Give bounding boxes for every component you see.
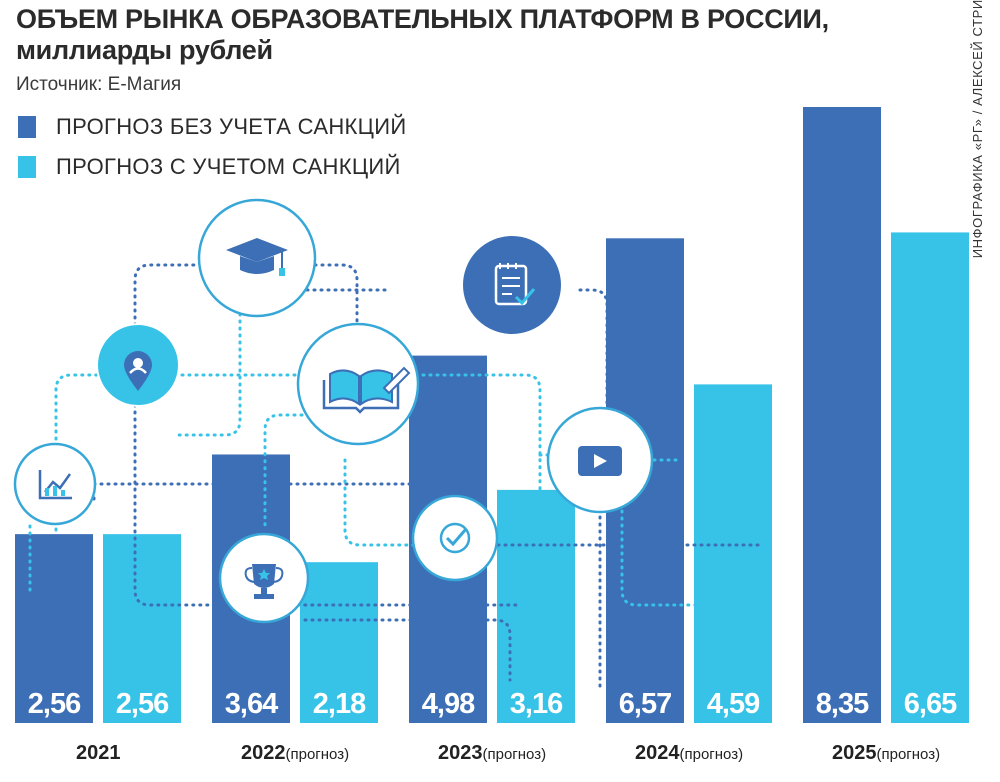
dotted-connector-10 (578, 288, 609, 422)
legend-item-without-sanctions: ПРОГНОЗ БЕЗ УЧЕТА САНКЦИЙ (18, 114, 407, 139)
x-tick-label-2022: 2022(прогноз) (241, 742, 349, 765)
value-labels-layer: 2,56 2,56 3,64 2,18 4,98 3,16 6,57 4,59 8,35 6,65 (28, 688, 958, 720)
trophy-icon (218, 532, 310, 624)
dotted-connector-14 (303, 618, 512, 682)
check-circle-icon (411, 494, 499, 582)
x-tick-note: (прогноз) (285, 746, 350, 763)
x-tick-label-2023: 2023(прогноз) (438, 742, 546, 765)
legend-label-with-sanctions: ПРОГНОЗ С УЧЕТОМ САНКЦИЙ (56, 154, 401, 179)
credit-text: ИНФОГРАФИКА «РГ» / АЛЕКСЕЙ СТРИГИН / АНН… (970, 0, 985, 259)
dotted-connector-2 (133, 263, 202, 327)
dotted-connector-18 (620, 488, 762, 607)
dotted-connector-12 (343, 458, 417, 547)
bar-2023-series-2 (497, 489, 575, 723)
chart-growth-icon (13, 442, 97, 526)
x-tick-label-2021: 2021 (76, 742, 121, 765)
dotted-connector-8 (173, 298, 242, 437)
bar-2024-series-2 (694, 384, 772, 723)
value-label-2023-series-2: 3,16 (510, 688, 563, 720)
dotted-connector-3 (313, 263, 359, 342)
value-label-2021-series-1: 2,56 (28, 688, 81, 720)
x-tick-note: (прогноз) (482, 746, 547, 763)
legend-swatch-dark-blue (18, 116, 36, 138)
dotted-connector-11 (263, 413, 304, 532)
x-tick-year: 2023 (438, 742, 483, 764)
x-tick-note: (прогноз) (679, 746, 744, 763)
bar-2025-series-1 (803, 107, 881, 723)
legend-label-without-sanctions: ПРОГНОЗ БЕЗ УЧЕТА САНКЦИЙ (56, 114, 407, 139)
legend-item-with-sanctions: ПРОГНОЗ С УЧЕТОМ САНКЦИЙ (18, 154, 406, 179)
graduation-cap-icon (197, 198, 317, 318)
x-tick-year: 2021 (76, 742, 121, 764)
bar-2025-series-2 (891, 232, 969, 723)
bars-layer (15, 107, 969, 723)
value-label-2022-series-2: 2,18 (313, 688, 366, 720)
dotted-connector-1 (54, 373, 102, 532)
decor-layer (13, 198, 762, 692)
source-note: Источник: Е-Магия (16, 74, 182, 95)
bar-2021-series-1 (15, 534, 93, 723)
legend: ПРОГНОЗ БЕЗ УЧЕТА САНКЦИЙ ПРОГНОЗ С УЧЕТ… (18, 114, 407, 196)
dotted-connector-4 (133, 403, 522, 607)
x-tick-label-2025: 2025(прогноз) (832, 742, 940, 765)
value-label-2022-series-1: 3,64 (225, 688, 278, 720)
value-label-2021-series-2: 2,56 (116, 688, 169, 720)
legend-swatch-light-blue (18, 156, 36, 178)
dotted-connector-6 (414, 373, 542, 492)
x-tick-note: (прогноз) (876, 746, 941, 763)
play-video-icon (546, 406, 654, 514)
bar-2022-series-2 (300, 562, 378, 723)
checklist-icon (461, 234, 563, 336)
value-label-2024-series-2: 4,59 (707, 688, 760, 720)
bar-2021-series-2 (103, 534, 181, 723)
value-label-2023-series-1: 4,98 (422, 688, 475, 720)
x-tick-year: 2024 (635, 742, 680, 764)
open-book-icon (296, 322, 420, 446)
chart-title-line1: ОБЪЕМ РЫНКА ОБРАЗОВАТЕЛЬНЫХ ПЛАТФОРМ В Р… (16, 4, 829, 34)
x-tick-year: 2022 (241, 742, 286, 764)
value-label-2025-series-1: 8,35 (816, 688, 869, 720)
x-tick-label-2024: 2024(прогноз) (635, 742, 743, 765)
chart-subtitle-units: миллиарды рублей (16, 35, 273, 65)
user-pin-icon (96, 323, 180, 407)
x-tick-year: 2025 (832, 742, 877, 764)
chart-title: ОБЪЕМ РЫНКА ОБРАЗОВАТЕЛЬНЫХ ПЛАТФОРМ В Р… (16, 4, 829, 66)
value-label-2024-series-1: 6,57 (619, 688, 671, 720)
value-label-2025-series-2: 6,65 (904, 688, 957, 720)
